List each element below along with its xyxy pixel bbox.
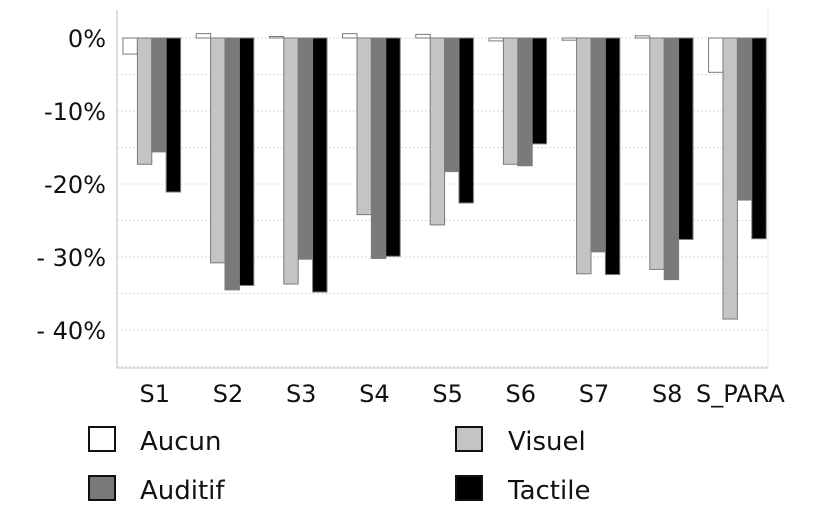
bar-tactile	[312, 37, 328, 293]
y-tick-label: -10%	[44, 98, 106, 126]
bar-tactile	[385, 37, 401, 257]
bar-visuel	[649, 37, 665, 270]
bar-visuel	[210, 37, 226, 264]
bar-aucun	[634, 35, 651, 39]
bar-tactile	[678, 37, 694, 240]
bar-aucun	[342, 33, 358, 39]
bar-aucun	[195, 33, 212, 39]
bar-tactile	[751, 37, 767, 240]
y-tick-label: 0%	[68, 25, 106, 53]
x-tick-label: S4	[359, 380, 390, 408]
bar-aucun	[122, 37, 138, 55]
bar-visuel	[576, 37, 592, 275]
bar-visuel	[722, 37, 738, 320]
legend-label-visuel: Visuel	[508, 427, 586, 457]
x-axis-category-labels: S1 S2 S3 S4 S5 S6 S7 S8 S_PARA	[140, 380, 786, 408]
bar-visuel	[429, 37, 446, 226]
bar-aucun	[708, 37, 724, 73]
bar-auditif	[444, 37, 460, 173]
bars	[122, 33, 767, 320]
bar-auditif	[663, 37, 680, 281]
legend-label-tactile: Tactile	[507, 476, 590, 506]
bar-tactile	[238, 37, 255, 286]
axes	[116, 10, 769, 369]
bar-visuel	[356, 37, 372, 216]
x-tick-label: S6	[506, 380, 537, 408]
bar-auditif	[297, 37, 314, 260]
legend-swatch-visuel	[455, 426, 483, 452]
legend-swatch-auditif	[88, 475, 116, 501]
bar-auditif	[736, 37, 753, 201]
legend-swatch-tactile	[455, 475, 483, 501]
x-tick-label: S5	[432, 380, 463, 408]
x-tick-label: S3	[286, 380, 317, 408]
bar-tactile	[165, 37, 182, 193]
bar-visuel	[502, 37, 519, 165]
legend-swatch-aucun	[88, 426, 116, 452]
bar-aucun	[268, 36, 285, 39]
legend-label-auditif: Auditif	[140, 476, 225, 506]
y-tick-label: - 30%	[36, 244, 106, 272]
x-tick-label: S1	[140, 380, 171, 408]
bar-tactile	[531, 37, 548, 145]
x-tick-label: S2	[213, 380, 244, 408]
bar-tactile	[604, 37, 621, 276]
x-tick-label: S_PARA	[696, 380, 785, 408]
y-tick-label: -20%	[44, 171, 106, 199]
bar-aucun	[561, 37, 578, 41]
y-axis-ticks: 0% -10% -20% - 30% - 40%	[36, 25, 106, 345]
y-tick-label: - 40%	[36, 317, 106, 345]
bar-visuel	[283, 37, 299, 285]
bar-aucun	[415, 33, 431, 39]
bar-auditif	[224, 37, 240, 291]
legend: Aucun Visuel Auditif Tactile	[88, 426, 590, 506]
bar-aucun	[488, 37, 504, 42]
bar-visuel	[136, 37, 153, 165]
x-tick-label: S8	[652, 380, 683, 408]
bar-tactile	[458, 37, 474, 204]
bar-auditif	[151, 37, 167, 153]
bar-auditif	[370, 37, 387, 259]
bar-auditif	[590, 37, 606, 253]
x-tick-label: S7	[579, 380, 610, 408]
legend-label-aucun: Aucun	[140, 427, 222, 457]
bar-auditif	[517, 37, 533, 167]
